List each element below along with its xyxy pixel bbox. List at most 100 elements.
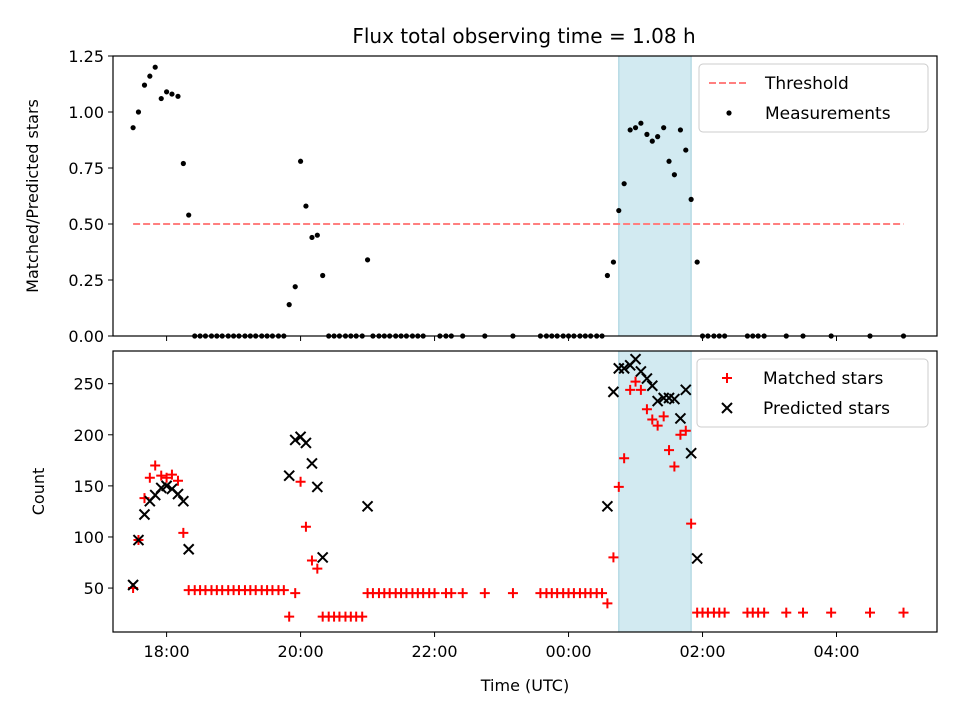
y-axis-label: Count xyxy=(29,468,48,516)
legend-label: Predicted stars xyxy=(763,399,890,419)
data-point xyxy=(186,212,192,218)
data-point xyxy=(147,73,153,79)
data-point xyxy=(138,508,151,521)
data-point xyxy=(668,393,681,405)
data-point xyxy=(309,234,315,241)
data-point xyxy=(320,272,326,279)
data-point xyxy=(172,488,184,500)
y-tick-label: 0.00 xyxy=(68,327,104,346)
data-point xyxy=(898,607,909,618)
data-point xyxy=(283,469,295,482)
legend-plus-swatch xyxy=(722,373,732,383)
data-point xyxy=(604,272,611,279)
y-tick-label: 150 xyxy=(73,477,104,496)
data-point xyxy=(457,588,468,599)
data-point xyxy=(127,579,139,591)
data-point xyxy=(798,607,809,618)
data-point xyxy=(652,420,663,431)
y-tick-label: 0.25 xyxy=(68,271,104,290)
data-point xyxy=(658,411,669,422)
data-point xyxy=(602,598,613,609)
data-point xyxy=(169,91,175,97)
legend-label: Threshold xyxy=(764,74,849,94)
data-point xyxy=(150,460,161,471)
series-predicted-stars xyxy=(127,353,703,591)
data-point xyxy=(306,457,318,470)
data-point xyxy=(671,172,677,178)
y-tick-label: 1.25 xyxy=(68,47,104,66)
series-matched-stars xyxy=(128,376,909,622)
data-point xyxy=(677,127,684,133)
data-point xyxy=(300,437,312,449)
data-point xyxy=(610,259,617,265)
data-point xyxy=(607,386,620,398)
legend: Threshold Measurements xyxy=(698,63,929,133)
data-point xyxy=(630,376,641,387)
data-point xyxy=(644,131,650,137)
series-measurements xyxy=(130,64,907,339)
legend-label: Matched stars xyxy=(763,369,883,389)
data-point xyxy=(781,607,792,618)
data-point xyxy=(178,527,189,538)
data-point xyxy=(166,469,177,480)
data-point xyxy=(316,551,329,564)
data-point xyxy=(669,461,680,472)
data-point xyxy=(278,585,289,596)
data-point xyxy=(314,232,320,238)
data-point xyxy=(182,543,195,555)
data-point xyxy=(177,495,190,507)
data-point xyxy=(691,552,703,565)
data-point xyxy=(601,500,614,513)
data-point xyxy=(172,475,183,486)
data-point xyxy=(608,552,619,563)
data-point xyxy=(158,95,164,102)
y-tick-label: 1.00 xyxy=(68,103,104,122)
data-point xyxy=(661,125,667,131)
data-point xyxy=(152,64,158,70)
data-point xyxy=(303,203,309,209)
panel-1: 0.00 0.25 0.50 0.75 1.00 1.25 Matched/Predicte… xyxy=(23,47,938,346)
data-point xyxy=(632,125,639,131)
y-tick-label: 250 xyxy=(73,375,104,394)
data-point xyxy=(175,93,181,99)
y-tick-label: 0.50 xyxy=(68,215,104,234)
data-point xyxy=(651,395,664,407)
data-point xyxy=(664,445,675,456)
x-axis-label: Time (UTC) xyxy=(480,676,569,695)
axes-frame xyxy=(112,350,938,633)
data-point xyxy=(616,207,622,214)
data-point xyxy=(135,109,142,115)
data-point xyxy=(364,257,371,263)
legend-label: Measurements xyxy=(765,104,891,124)
data-point xyxy=(295,476,306,487)
legend-dot-swatch xyxy=(726,110,732,116)
data-point xyxy=(685,447,697,459)
highlight-span xyxy=(618,55,692,337)
data-point xyxy=(160,480,173,492)
data-point xyxy=(163,89,170,95)
data-point xyxy=(429,588,440,599)
y-tick-label: 200 xyxy=(73,426,104,445)
data-point xyxy=(674,412,687,425)
data-point xyxy=(666,158,672,164)
data-point xyxy=(357,611,368,622)
data-point xyxy=(180,160,186,167)
data-point xyxy=(289,434,301,446)
data-point xyxy=(618,362,630,375)
data-point xyxy=(613,481,624,492)
data-point xyxy=(446,588,457,599)
data-point xyxy=(688,196,694,202)
data-point xyxy=(635,384,646,395)
data-point xyxy=(306,555,317,566)
legend: Matched stars Predicted stars xyxy=(696,358,929,428)
data-point xyxy=(641,372,653,385)
data-point xyxy=(625,384,636,395)
data-point xyxy=(161,472,172,483)
data-point xyxy=(286,302,292,308)
data-point xyxy=(759,607,770,618)
data-point xyxy=(826,607,837,618)
y-tick-label: 50 xyxy=(84,579,104,598)
data-point xyxy=(865,607,876,618)
x-tick-label: 22:00 xyxy=(412,642,458,661)
